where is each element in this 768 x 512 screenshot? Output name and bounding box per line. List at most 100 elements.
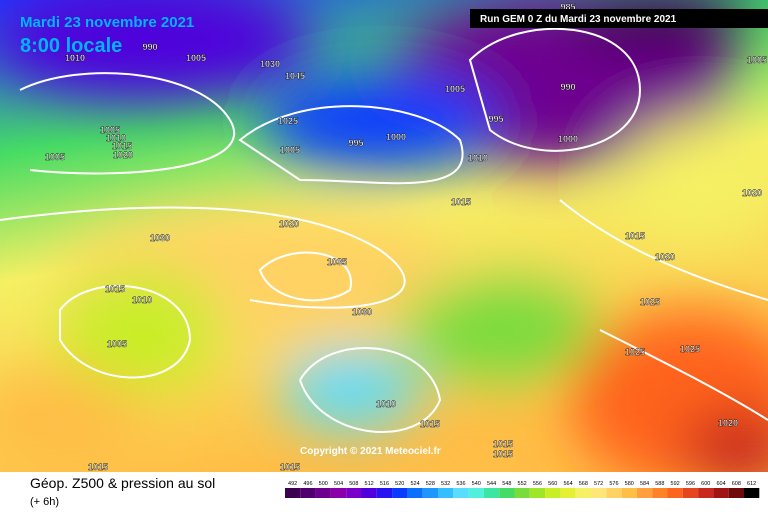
isobar-label: 990 xyxy=(142,42,157,52)
isobar-label: 1045 xyxy=(285,71,305,81)
legend-label: 564 xyxy=(563,481,572,487)
legend-swatch xyxy=(483,488,500,498)
isobar-label: 1015 xyxy=(105,284,125,294)
legend-swatch xyxy=(392,488,408,498)
isobar-label: 1025 xyxy=(625,347,645,357)
legend-swatch xyxy=(698,488,714,498)
legend-label: 544 xyxy=(487,481,496,487)
field xyxy=(0,0,768,490)
isobar-label: 995 xyxy=(488,114,503,124)
isobar-label: 1005 xyxy=(100,125,120,135)
isobar-label: 1025 xyxy=(680,344,700,354)
isobar-label: 1035 xyxy=(327,257,347,267)
isobar-lines xyxy=(0,27,768,433)
time: 8:00 locale xyxy=(20,35,122,57)
legend-swatch xyxy=(376,488,393,498)
legend-swatch xyxy=(606,488,622,498)
legend-swatch xyxy=(636,488,653,498)
footer-title: Géop. Z500 & pression au sol xyxy=(30,475,215,491)
legend-swatch xyxy=(621,488,637,498)
legend-label: 588 xyxy=(655,481,664,487)
legend-label: 584 xyxy=(640,481,649,487)
isobar-label: 1005 xyxy=(45,152,65,162)
isobar-label: 1010 xyxy=(468,153,488,163)
legend-label: 548 xyxy=(502,481,511,487)
isobar-label: 995 xyxy=(348,138,363,148)
legend-label: 504 xyxy=(334,481,343,487)
isobar-label: 1005 xyxy=(107,339,127,349)
isobar-label: 1000 xyxy=(386,132,406,142)
isobar-label: 1020 xyxy=(113,150,133,160)
legend-swatch xyxy=(744,488,760,498)
isobar-label: 1025 xyxy=(278,116,298,126)
legend-swatch xyxy=(728,488,744,498)
legend-label: 516 xyxy=(380,481,389,487)
isobar-label: 1015 xyxy=(88,462,108,472)
legend-label: 520 xyxy=(395,481,404,487)
legend-label: 540 xyxy=(472,481,481,487)
legend-label: 560 xyxy=(548,481,557,487)
legend-label: 536 xyxy=(456,481,465,487)
date: Mardi 23 novembre 2021 xyxy=(20,14,194,31)
isobar-label: 1010 xyxy=(376,399,396,409)
isobar-label: 1020 xyxy=(655,252,675,262)
isobar-label: 1020 xyxy=(742,188,762,198)
lead-time: (+ 6h) xyxy=(30,496,59,508)
copyright: Copyright © 2021 Meteociel.fr xyxy=(300,446,441,457)
isobar-label: 1015 xyxy=(625,231,645,241)
isobar-label: 1005 xyxy=(186,53,206,63)
isobar-label: 985 xyxy=(560,2,575,12)
legend-swatch xyxy=(667,488,683,498)
legend-label: 528 xyxy=(426,481,435,487)
legend-swatch xyxy=(713,488,729,498)
legend-label: 572 xyxy=(594,481,603,487)
isobar-label: 1030 xyxy=(150,233,170,243)
isobar-label: 1030 xyxy=(260,59,280,69)
legend-swatch xyxy=(407,488,423,498)
legend-label: 604 xyxy=(716,481,725,487)
legend-swatch xyxy=(514,488,530,498)
legend-swatch xyxy=(300,488,316,498)
isobar-label: 1015 xyxy=(280,462,300,472)
legend-swatch xyxy=(652,488,668,498)
isobar-label: 1015 xyxy=(112,141,132,151)
legend-swatch xyxy=(361,488,377,498)
legend-label: 576 xyxy=(609,481,618,487)
legend-swatch xyxy=(346,488,362,498)
isobar-label: 1010 xyxy=(65,53,85,63)
isobar-label: 1010 xyxy=(132,295,152,305)
isobar-label: 1015 xyxy=(493,439,513,449)
legend-label: 532 xyxy=(441,481,450,487)
legend-label: 512 xyxy=(365,481,374,487)
legend-swatch xyxy=(422,488,438,498)
legend-swatch xyxy=(438,488,454,498)
legend-swatch xyxy=(545,488,561,498)
isobar-label: 1005 xyxy=(747,55,767,65)
legend-swatch xyxy=(315,488,331,498)
legend-label: 524 xyxy=(410,481,419,487)
legend-label: 500 xyxy=(319,481,328,487)
legend-swatch xyxy=(285,488,301,498)
legend-swatch xyxy=(453,488,469,498)
legend-label: 556 xyxy=(533,481,542,487)
legend-swatch xyxy=(468,488,484,498)
isobar-label: 990 xyxy=(560,82,575,92)
isobar-label: 1005 xyxy=(445,84,465,94)
isobar-label: 1000 xyxy=(558,134,578,144)
legend-label: 492 xyxy=(288,481,297,487)
legend-swatch xyxy=(330,488,347,498)
legend-swatch xyxy=(575,488,591,498)
legend-swatch xyxy=(529,488,546,498)
legend-swatch xyxy=(682,488,699,498)
legend-swatch xyxy=(591,488,607,498)
legend-swatch xyxy=(560,488,576,498)
isobar-label: 1020 xyxy=(718,418,738,428)
isobar-label: 1015 xyxy=(451,197,471,207)
legend-label: 612 xyxy=(747,481,756,487)
legend-label: 496 xyxy=(303,481,312,487)
legend-label: 580 xyxy=(625,481,634,487)
isobar-label: 1020 xyxy=(279,219,299,229)
isobar-label: 1010 xyxy=(106,133,126,143)
isobar-label: 1025 xyxy=(640,297,660,307)
